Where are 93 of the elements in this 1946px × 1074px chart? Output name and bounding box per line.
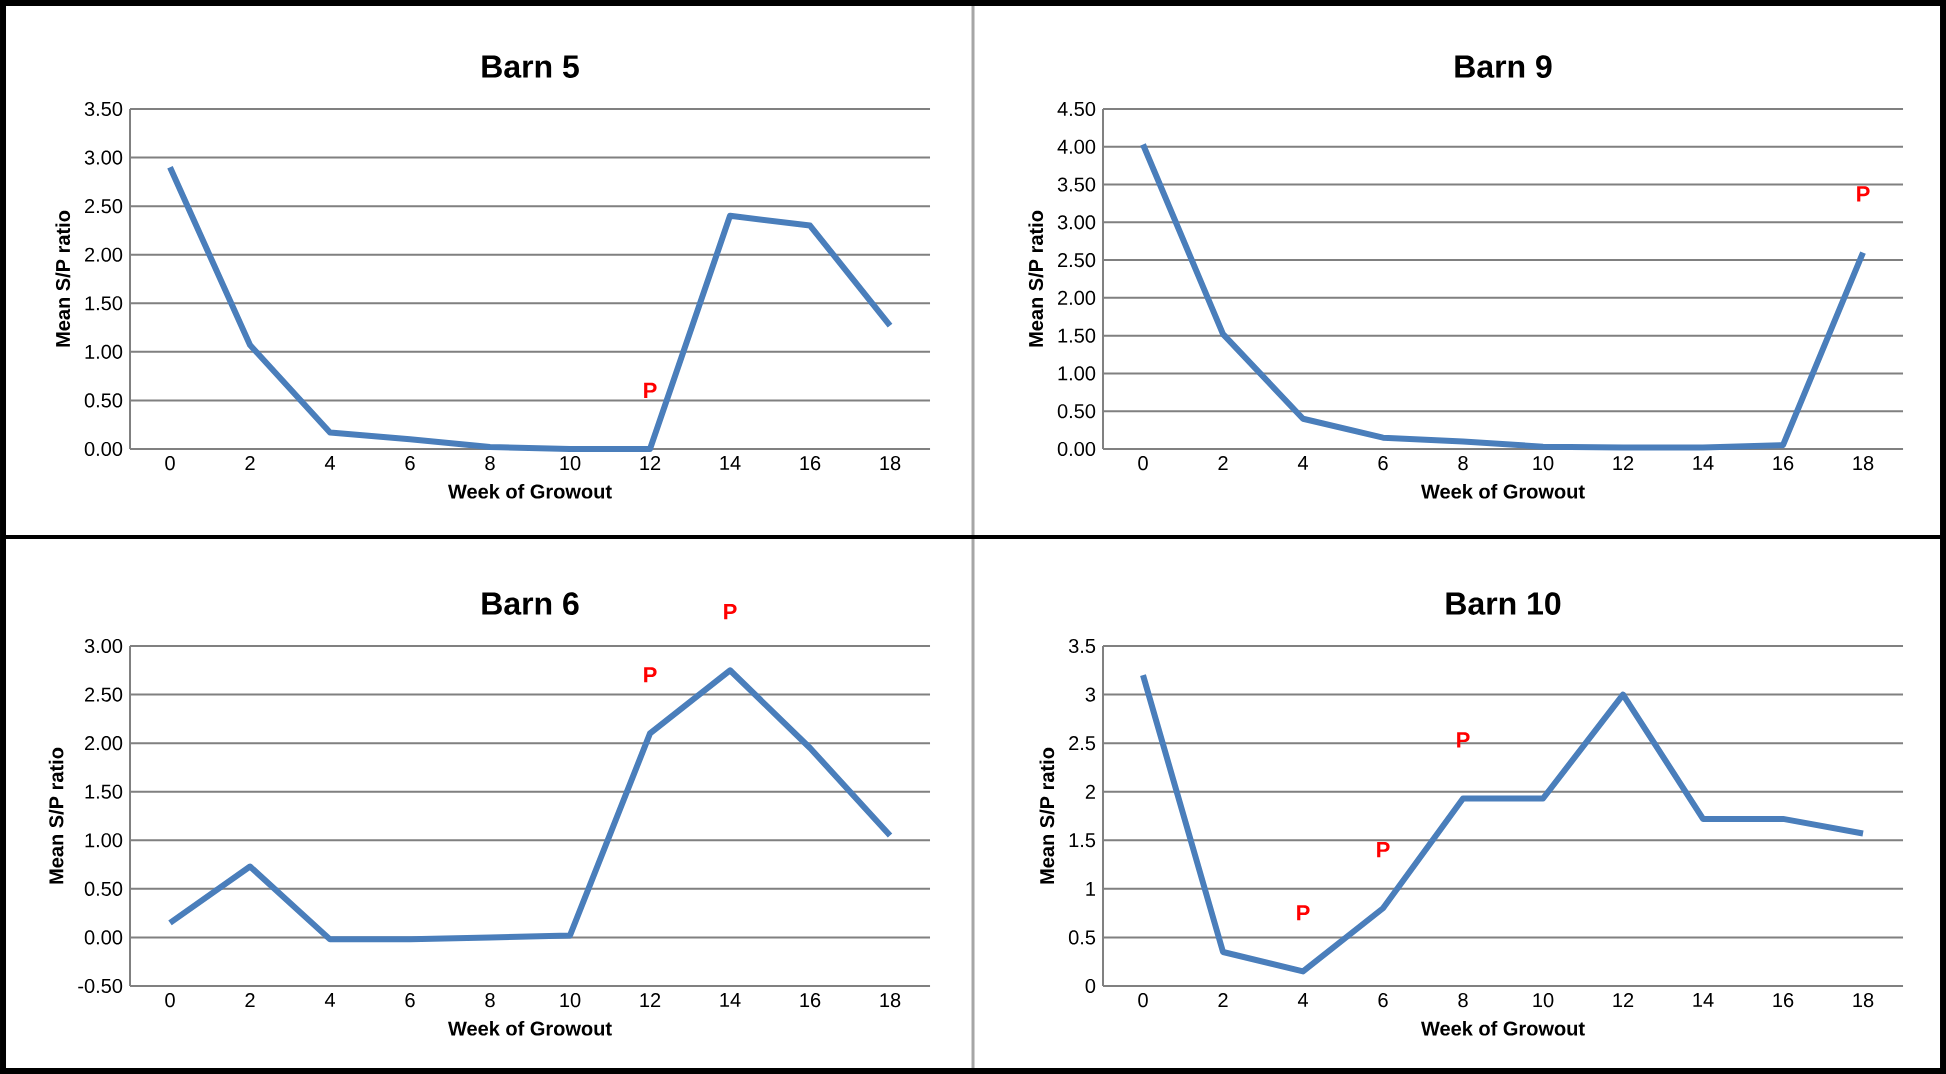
y-tick-label: 2.5 — [1069, 736, 1096, 751]
x-tick-label: 10 — [1533, 993, 1554, 1008]
y-tick-label: 1.00 — [85, 344, 123, 359]
y-tick-label: 0.50 — [84, 393, 123, 408]
x-tick-label: 0 — [165, 456, 175, 471]
y-tick-label: 2.00 — [85, 247, 123, 262]
x-tick-label: 16 — [1773, 456, 1794, 471]
annotation: P — [1377, 842, 1390, 858]
annotation: P — [724, 604, 737, 620]
annotation: P — [644, 667, 657, 683]
x-tick-label: 18 — [1853, 993, 1874, 1008]
x-tick-label: 8 — [1458, 993, 1468, 1008]
x-tick-label: 16 — [800, 456, 821, 471]
x-tick-label: 6 — [405, 456, 415, 471]
chart-title: Barn 6 — [482, 592, 579, 615]
x-tick-label: 18 — [1853, 456, 1874, 471]
chart-title: Barn 9 — [1455, 55, 1552, 78]
x-axis-title: Week of Growout — [1421, 1020, 1585, 1036]
y-tick-label: 1.50 — [1058, 328, 1096, 343]
x-tick-label: 4 — [324, 456, 335, 470]
x-tick-label: 8 — [485, 456, 495, 471]
x-axis-title: Week of Growout — [1421, 483, 1585, 499]
y-tick-label: 3.00 — [84, 150, 123, 165]
annotation: P — [1297, 905, 1310, 921]
x-tick-label: 8 — [485, 993, 495, 1008]
y-tick-label: 1.00 — [1058, 366, 1096, 381]
y-tick-label: 3.00 — [84, 638, 123, 654]
y-tick-label: 0.00 — [1057, 441, 1096, 457]
y-tick-label: 0.5 — [1068, 930, 1096, 945]
chart-title: Barn 10 — [1446, 592, 1561, 615]
x-tick-label: 14 — [720, 456, 741, 470]
y-tick-label: -0.50 — [78, 978, 123, 994]
chart-title: Barn 5 — [482, 55, 579, 78]
x-tick-label: 2 — [1218, 456, 1228, 471]
x-tick-label: 16 — [800, 993, 821, 1008]
y-tick-label: 1.00 — [85, 833, 123, 848]
annotation: P — [1857, 186, 1870, 202]
x-tick-label: 10 — [1533, 456, 1554, 471]
x-tick-label: 0 — [1138, 456, 1148, 471]
y-axis-title: Mean S/P ratio — [1028, 210, 1044, 347]
y-tick-label: 0 — [1085, 978, 1096, 994]
x-tick-label: 4 — [1297, 993, 1308, 1007]
y-tick-label: 4.50 — [1057, 101, 1096, 117]
x-axis-title: Week of Growout — [448, 1020, 612, 1036]
y-tick-label: 3.50 — [1057, 177, 1096, 192]
x-tick-label: 2 — [245, 993, 255, 1008]
y-axis-title: Mean S/P ratio — [55, 210, 71, 347]
x-axis-title: Week of Growout — [448, 483, 612, 499]
x-tick-label: 6 — [405, 993, 415, 1008]
y-tick-label: 0.50 — [84, 881, 123, 896]
y-tick-label: 0.00 — [84, 441, 123, 457]
x-tick-label: 12 — [1613, 993, 1634, 1008]
y-tick-label: 4.00 — [1057, 139, 1096, 154]
x-tick-label: 14 — [720, 993, 741, 1007]
x-tick-label: 12 — [640, 993, 661, 1008]
y-tick-label: 2 — [1085, 784, 1095, 799]
y-tick-label: 2.50 — [85, 687, 123, 702]
y-tick-label: 1 — [1086, 881, 1095, 896]
x-tick-label: 12 — [1613, 456, 1634, 471]
y-tick-label: 2.00 — [85, 736, 123, 751]
x-tick-label: 6 — [1378, 993, 1388, 1008]
x-tick-label: 6 — [1378, 456, 1388, 471]
x-tick-label: 12 — [640, 456, 661, 471]
annotation: P — [1457, 732, 1470, 748]
y-tick-label: 1.50 — [85, 784, 123, 799]
x-tick-label: 0 — [1138, 993, 1148, 1008]
x-tick-label: 18 — [880, 993, 901, 1008]
x-tick-label: 16 — [1773, 993, 1794, 1008]
y-tick-label: 3.00 — [1057, 215, 1096, 230]
x-tick-label: 2 — [245, 456, 255, 471]
x-tick-label: 8 — [1458, 456, 1468, 471]
y-tick-label: 3 — [1085, 687, 1096, 702]
y-tick-label: 2.50 — [85, 199, 123, 214]
y-tick-label: 3.50 — [84, 101, 123, 117]
y-tick-label: 0.00 — [84, 930, 123, 945]
y-tick-label: 0.50 — [1057, 404, 1096, 419]
y-tick-label: 1.50 — [85, 296, 123, 311]
y-tick-label: 3.5 — [1068, 638, 1096, 654]
x-tick-label: 4 — [324, 993, 335, 1007]
x-tick-label: 18 — [880, 456, 901, 471]
y-axis-title: Mean S/P ratio — [48, 747, 64, 884]
x-tick-label: 14 — [1693, 456, 1714, 470]
x-tick-label: 4 — [1297, 456, 1308, 470]
y-tick-label: 1.5 — [1069, 833, 1096, 848]
y-axis-title: Mean S/P ratio — [1039, 747, 1055, 884]
y-tick-label: 2.00 — [1058, 290, 1096, 305]
annotation: P — [644, 382, 657, 398]
x-tick-label: 14 — [1693, 993, 1714, 1007]
y-tick-label: 2.50 — [1058, 253, 1096, 268]
x-tick-label: 2 — [1218, 993, 1228, 1008]
x-tick-label: 10 — [560, 993, 581, 1008]
x-tick-label: 10 — [560, 456, 581, 471]
x-tick-label: 0 — [165, 993, 175, 1008]
